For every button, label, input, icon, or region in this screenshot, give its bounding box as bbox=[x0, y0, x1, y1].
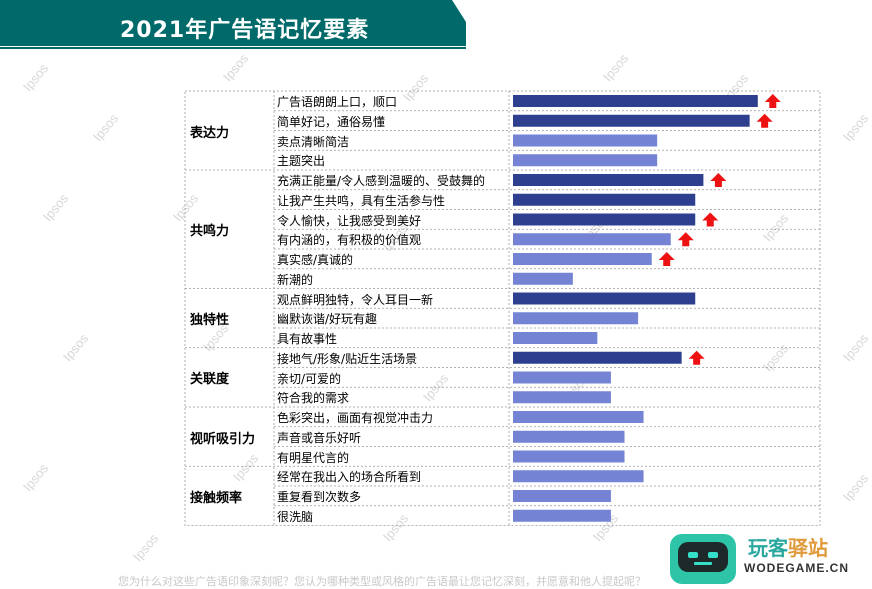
bar bbox=[513, 509, 611, 522]
item-label: 让我产生共鸣，具有生活参与性 bbox=[277, 193, 446, 208]
group-label: 视听吸引力 bbox=[190, 431, 256, 447]
item-label: 主题突出 bbox=[277, 154, 326, 169]
up-arrow-icon bbox=[702, 212, 719, 227]
item-label: 经常在我出入的场合所看到 bbox=[277, 470, 422, 485]
item-label: 观点鲜明独特，令人耳目一新 bbox=[277, 292, 434, 307]
bar bbox=[513, 332, 598, 344]
bar bbox=[513, 371, 611, 384]
title-banner bbox=[0, 0, 466, 49]
up-arrow-icon bbox=[710, 173, 727, 187]
logo-name-part1: 玩客 bbox=[748, 536, 788, 560]
bar bbox=[513, 450, 625, 463]
group-label: 接触频率 bbox=[190, 490, 243, 506]
bar bbox=[513, 391, 611, 404]
up-arrow-icon bbox=[658, 252, 675, 266]
bar bbox=[513, 411, 644, 423]
group-label: 独特性 bbox=[190, 313, 230, 329]
item-label: 充满正能量/令人感到温暖的、受鼓舞的 bbox=[277, 174, 486, 188]
banner-shape bbox=[0, 0, 466, 46]
item-label: 声音或音乐好听 bbox=[277, 430, 362, 445]
item-label: 新潮的 bbox=[277, 272, 314, 287]
item-label: 很洗脑 bbox=[277, 509, 314, 524]
bar bbox=[513, 253, 652, 265]
item-label: 广告语朗朗上口，顺口 bbox=[277, 95, 398, 109]
group-label: 关联度 bbox=[190, 372, 230, 388]
bar bbox=[513, 114, 750, 127]
item-label: 重复看到次数多 bbox=[277, 490, 362, 504]
up-arrow-icon bbox=[677, 232, 694, 247]
bar bbox=[513, 351, 682, 364]
item-label: 有内涵的，有积极的价值观 bbox=[277, 233, 422, 248]
bar bbox=[513, 193, 696, 206]
group-label: 表达力 bbox=[190, 125, 230, 141]
bar bbox=[513, 470, 644, 483]
group-label: 共鸣力 bbox=[190, 224, 230, 240]
page-title: 2021年广告语记忆要素 bbox=[120, 18, 370, 43]
logo-url: WODEGAME.CN bbox=[744, 561, 849, 575]
item-label: 接地气/形象/贴近生活场景 bbox=[277, 351, 418, 366]
bar bbox=[513, 95, 758, 107]
bar bbox=[513, 312, 639, 325]
up-arrow-icon bbox=[756, 113, 773, 128]
up-arrow-icon bbox=[688, 350, 705, 365]
bar bbox=[513, 154, 658, 167]
item-label: 具有故事性 bbox=[277, 332, 338, 346]
bar bbox=[513, 292, 696, 305]
item-label: 令人愉快，让我感受到美好 bbox=[277, 213, 422, 228]
bar bbox=[513, 272, 573, 285]
bar bbox=[513, 174, 704, 186]
item-label: 卖点清晰简洁 bbox=[277, 134, 350, 149]
item-label: 亲切/可爱的 bbox=[277, 371, 342, 386]
bar bbox=[513, 213, 696, 226]
item-label: 简单好记，通俗易懂 bbox=[277, 114, 386, 129]
site-logo[interactable] bbox=[668, 528, 872, 586]
item-label: 幽默诙谐/好玩有趣 bbox=[277, 312, 378, 327]
up-arrow-icon bbox=[764, 94, 781, 108]
bar bbox=[513, 134, 658, 147]
logo-name-part2: 驿站 bbox=[788, 536, 828, 560]
bar bbox=[513, 490, 611, 502]
item-label: 真实感/真诚的 bbox=[277, 253, 354, 267]
item-label: 有明星代言的 bbox=[277, 450, 350, 465]
bar bbox=[513, 233, 671, 246]
bottom-question-text: 您为什么对这些广告语印象深刻呢？您认为哪种类型或风格的广告语最让您记忆深刻，并愿… bbox=[118, 575, 646, 588]
bar bbox=[513, 430, 625, 443]
logo-name: 玩客驿站 bbox=[748, 532, 828, 561]
item-label: 色彩突出，画面有视觉冲击力 bbox=[277, 411, 434, 425]
item-label: 符合我的需求 bbox=[277, 391, 350, 406]
